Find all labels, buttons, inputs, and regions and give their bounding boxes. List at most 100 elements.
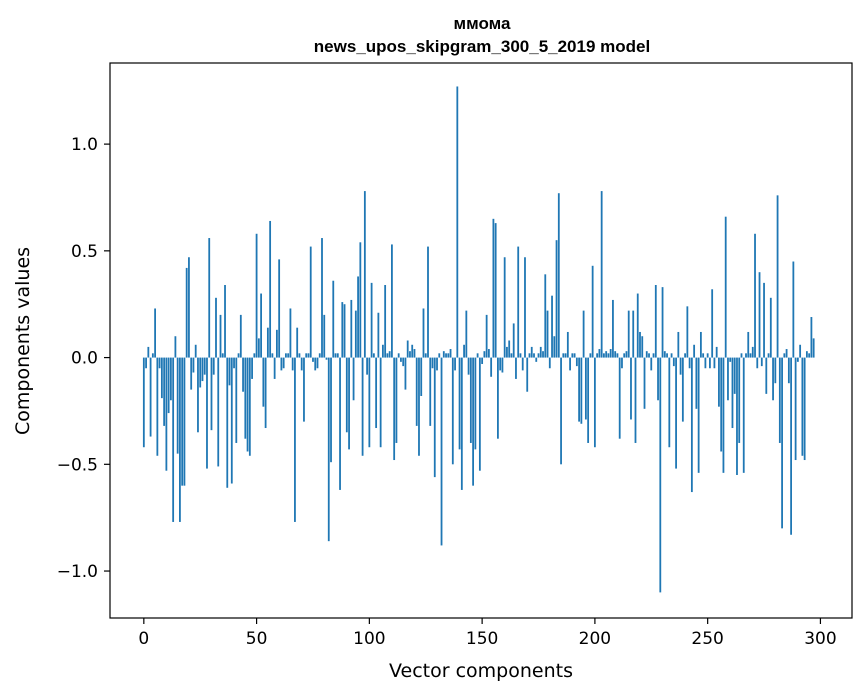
x-tick-label: 50 xyxy=(246,629,268,649)
bar-component-280 xyxy=(774,357,777,384)
bar-component-270 xyxy=(751,346,754,358)
bar-component-17 xyxy=(181,357,184,486)
bar-component-41 xyxy=(235,357,238,443)
bar-component-80 xyxy=(323,314,326,358)
bar-component-220 xyxy=(639,331,641,358)
bar-component-91 xyxy=(348,357,350,450)
bar-component-150 xyxy=(481,357,484,364)
bar-component-18 xyxy=(183,357,186,486)
bar-component-212 xyxy=(621,357,623,369)
bar-component-118 xyxy=(409,351,411,358)
bar-component-173 xyxy=(533,353,535,358)
bar-component-253 xyxy=(713,357,716,369)
bar-component-224 xyxy=(648,353,650,358)
bar-component-94 xyxy=(354,310,357,358)
bar-component-9 xyxy=(163,357,166,426)
bar-component-233 xyxy=(668,357,671,448)
bar-component-176 xyxy=(539,346,542,358)
bar-component-278 xyxy=(769,297,772,358)
bar-component-268 xyxy=(747,331,750,358)
bar-component-27 xyxy=(203,357,206,375)
y-tick-label: 0.5 xyxy=(71,242,98,262)
bar-component-52 xyxy=(260,293,262,358)
bar-component-180 xyxy=(548,357,551,369)
bar-component-251 xyxy=(709,357,711,369)
bar-component-159 xyxy=(501,357,504,373)
bar-component-29 xyxy=(208,238,211,358)
bar-component-102 xyxy=(372,353,375,358)
bar-component-86 xyxy=(336,353,339,358)
bar-component-61 xyxy=(280,357,283,371)
bar-component-235 xyxy=(672,357,675,367)
bar-component-145 xyxy=(469,357,472,443)
bar-component-195 xyxy=(582,310,585,358)
bar-component-103 xyxy=(375,357,378,429)
y-tick-label: −0.5 xyxy=(57,455,98,475)
bar-component-248 xyxy=(702,353,705,358)
bar-component-153 xyxy=(487,349,490,358)
x-tick-label: 150 xyxy=(466,629,498,649)
bar-component-24 xyxy=(197,357,199,433)
bar-component-196 xyxy=(584,357,587,420)
bar-component-73 xyxy=(307,353,310,358)
bar-component-54 xyxy=(264,357,267,429)
bar-component-120 xyxy=(413,349,416,358)
bar-component-175 xyxy=(537,353,540,358)
bar-component-223 xyxy=(645,351,648,358)
bar-component-88 xyxy=(341,302,344,358)
bar-component-271 xyxy=(754,233,756,358)
bar-component-293 xyxy=(803,357,806,461)
bar-component-14 xyxy=(174,336,177,358)
bar-component-143 xyxy=(465,310,468,358)
bar-component-72 xyxy=(305,353,308,358)
bar-component-250 xyxy=(706,353,709,358)
bar-component-93 xyxy=(352,357,355,401)
x-axis: 0 50 100 150 200 250 300 xyxy=(138,618,837,649)
bar-component-32 xyxy=(215,297,217,358)
bar-component-200 xyxy=(593,357,596,448)
bar-component-288 xyxy=(792,261,795,358)
bar-component-116 xyxy=(404,357,407,390)
bar-component-181 xyxy=(551,295,553,358)
bar-component-214 xyxy=(625,351,628,358)
bar-component-119 xyxy=(411,344,414,358)
bar-component-209 xyxy=(614,351,617,358)
bar-component-169 xyxy=(524,257,526,358)
bar-component-158 xyxy=(499,357,502,371)
bar-component-114 xyxy=(400,357,402,362)
bar-component-215 xyxy=(627,310,630,358)
bar-component-37 xyxy=(226,357,229,488)
bar-component-125 xyxy=(424,353,427,358)
y-tick-label: 0.0 xyxy=(71,349,98,369)
bar-component-192 xyxy=(575,357,578,367)
bar-component-203 xyxy=(600,191,603,358)
bar-component-206 xyxy=(607,353,610,358)
bar-component-45 xyxy=(244,357,247,439)
bar-component-126 xyxy=(427,246,429,358)
bar-component-172 xyxy=(530,346,533,358)
bar-component-219 xyxy=(636,293,639,358)
bar-component-171 xyxy=(528,353,531,358)
bar-component-217 xyxy=(632,310,635,358)
bar-component-198 xyxy=(589,353,592,358)
bar-component-274 xyxy=(760,357,763,367)
bar-component-208 xyxy=(612,299,614,358)
bar-component-231 xyxy=(663,351,666,358)
bar-component-297 xyxy=(812,338,815,358)
bar-component-237 xyxy=(677,331,680,358)
bar-component-78 xyxy=(318,353,321,358)
bar-component-157 xyxy=(497,357,499,439)
bar-component-162 xyxy=(508,340,511,358)
bar-component-275 xyxy=(763,282,765,358)
bar-component-137 xyxy=(451,357,454,465)
y-axis: −1.0 −0.5 0.0 0.5 1.0 xyxy=(57,135,110,582)
bar-component-74 xyxy=(309,246,312,358)
bar-component-140 xyxy=(458,357,461,450)
bar-component-170 xyxy=(526,357,529,392)
bar-component-51 xyxy=(257,338,260,358)
bar-component-267 xyxy=(745,353,747,358)
bar-component-115 xyxy=(402,357,405,367)
bar-component-71 xyxy=(303,357,305,422)
bar-component-65 xyxy=(289,308,292,358)
bar-component-2 xyxy=(147,346,150,358)
